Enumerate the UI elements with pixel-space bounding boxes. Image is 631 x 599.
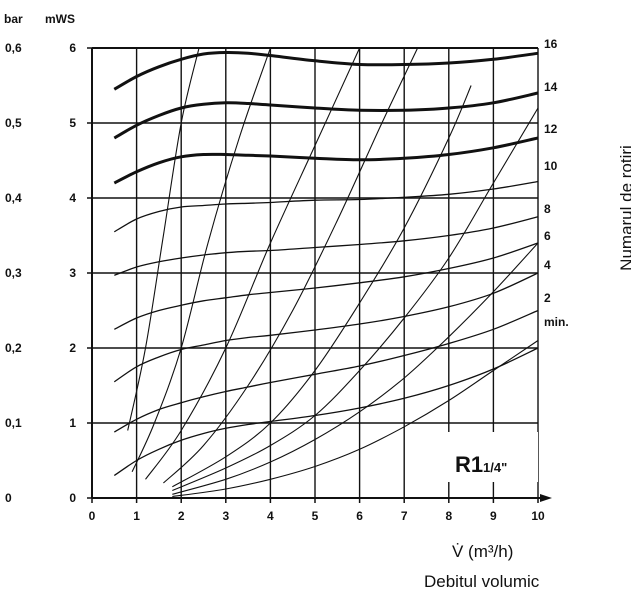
pump-curve xyxy=(113,50,539,91)
pump-curve xyxy=(113,272,539,383)
x-tick-label: 1 xyxy=(133,509,140,523)
x-tick-label: 10 xyxy=(531,509,545,523)
system-curve xyxy=(172,85,472,488)
mws-tick-label: 0 xyxy=(69,491,76,505)
tick-labels: 0 1 2 3 4 5 6 7 8 9 10 0 1 2 3 4 5 6 0 0,1 0,2 0,3 0,4 0,5 0,6 xyxy=(5,41,545,523)
x-tick-label: 3 xyxy=(222,509,229,523)
mws-tick-label: 1 xyxy=(69,416,76,430)
x-tick-label: 4 xyxy=(267,509,274,523)
pump-curve xyxy=(114,242,539,330)
speed-label: 10 xyxy=(544,159,558,173)
right-axis-caption: Numarul de rotiri xyxy=(617,145,631,271)
system-curves xyxy=(127,47,539,498)
x-axis-arrow xyxy=(540,494,552,502)
speed-label: min. xyxy=(544,315,569,329)
pump-curves xyxy=(113,50,539,477)
speed-label: 14 xyxy=(544,80,558,94)
system-curve xyxy=(145,47,361,480)
system-curve xyxy=(172,242,539,495)
pump-curve xyxy=(113,309,539,433)
bar-tick-label: 0,5 xyxy=(5,116,22,130)
speed-label: 6 xyxy=(544,229,551,243)
pump-curve xyxy=(114,216,539,276)
pump-marking-fraction: 1/4" xyxy=(483,460,507,475)
x-tick-label: 5 xyxy=(312,509,319,523)
speed-label: 16 xyxy=(544,37,558,51)
mws-tick-label: 2 xyxy=(69,341,76,355)
mws-tick-label: 6 xyxy=(69,41,76,55)
axes xyxy=(87,47,552,503)
pump-curve xyxy=(113,136,539,185)
grid xyxy=(92,47,539,498)
system-curve xyxy=(163,47,419,484)
mws-unit-label: mWS xyxy=(45,12,75,26)
system-curve xyxy=(127,47,200,431)
bar-tick-label: 0,4 xyxy=(5,191,22,205)
bar-tick-label: 0,2 xyxy=(5,341,22,355)
pump-marking-box xyxy=(446,432,538,482)
pump-marking-main: R1 xyxy=(455,452,483,477)
bar-tick-label: 0 xyxy=(5,491,12,505)
x-axis-caption: Debitul volumic xyxy=(424,572,540,591)
system-curve xyxy=(172,107,539,492)
bar-unit-label: bar xyxy=(4,12,23,26)
mws-tick-label: 5 xyxy=(69,116,76,130)
x-axis-label: V̇ (m³/h) xyxy=(452,542,513,561)
bar-tick-label: 0,6 xyxy=(5,41,22,55)
speed-label: 12 xyxy=(544,122,558,136)
system-curve xyxy=(131,47,271,473)
x-tick-label: 2 xyxy=(178,509,185,523)
bar-tick-label: 0,1 xyxy=(5,416,22,430)
speed-labels: 16 14 12 10 8 6 4 2 min. xyxy=(544,37,569,329)
bar-tick-label: 0,3 xyxy=(5,266,22,280)
x-tick-label: 6 xyxy=(356,509,363,523)
pump-curve xyxy=(113,347,539,477)
pump-curve xyxy=(113,180,539,233)
mws-tick-label: 3 xyxy=(69,266,76,280)
speed-label: 2 xyxy=(544,291,551,305)
x-tick-label: 8 xyxy=(445,509,452,523)
pump-curve xyxy=(113,91,539,140)
system-curve xyxy=(172,340,539,498)
x-tick-label: 0 xyxy=(89,509,96,523)
x-tick-label: 9 xyxy=(490,509,497,523)
speed-label: 8 xyxy=(544,202,551,216)
speed-label: 4 xyxy=(544,258,551,272)
x-tick-label: 7 xyxy=(401,509,408,523)
mws-tick-label: 4 xyxy=(69,191,76,205)
